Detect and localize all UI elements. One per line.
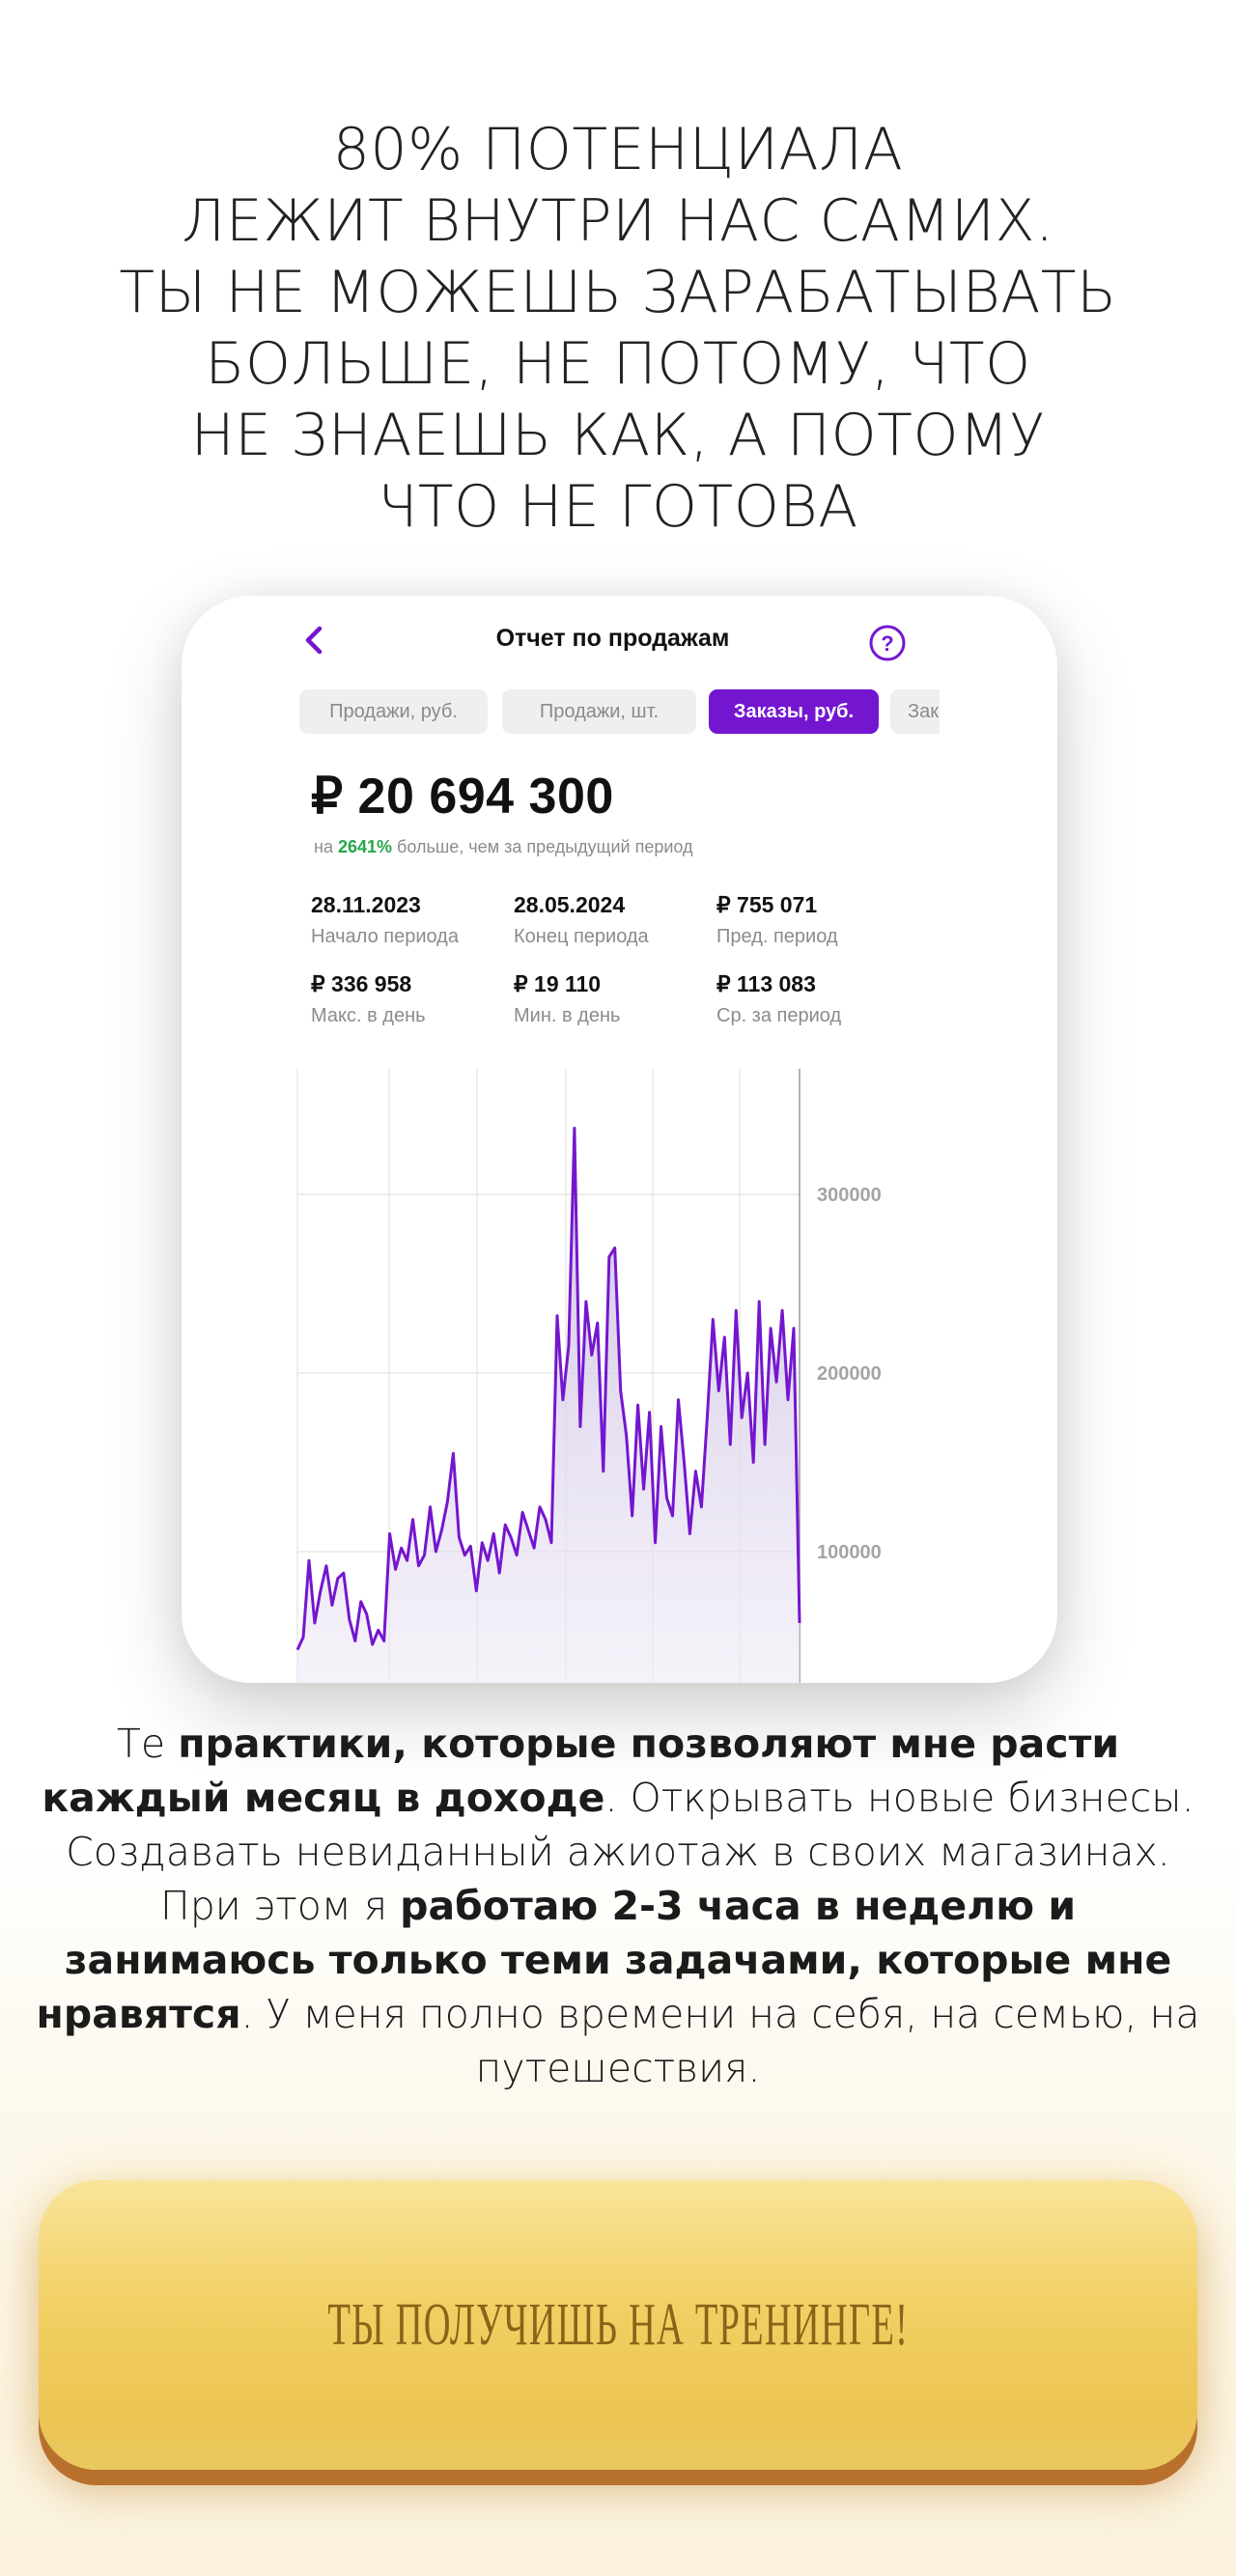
cta-button[interactable]: ТЫ ПОЛУЧИШЬ НА ТРЕНИНГЕ! [39,2180,1197,2470]
stat-average: ₽ 113 083 Ср. за период [716,971,841,1027]
tab-sales-pcs[interactable]: Продажи, шт. [502,689,696,734]
stat-label: Начало периода [311,926,459,947]
stat-value: ₽ 336 958 [311,971,412,996]
stat-value: ₽ 19 110 [514,971,602,996]
stat-period-start: 28.11.2023 Начало периода [311,892,459,948]
growth-percent: 2641% [337,837,393,856]
report-tabs: Продажи, руб. Продажи, шт. Заказы, руб. … [299,689,940,736]
chart-area-fill [297,1128,800,1683]
stat-label: Мин. в день [514,1005,621,1026]
y-tick-label: 100000 [817,1542,882,1563]
description-paragraph: Те практики, которые позволяют мне расти… [29,1717,1207,2095]
stat-label: Ср. за период [716,1005,842,1026]
help-question-icon[interactable]: ? [868,624,907,662]
back-chevron-icon[interactable] [295,621,334,659]
headline-line: ЧТО НЕ ГОТОВА [378,473,858,541]
svg-text:?: ? [881,631,893,656]
phone-screenshot-card: Отчет по продажам ? Продажи, руб. Продаж… [182,596,1057,1683]
total-amount: ₽ 20 694 300 [311,769,614,825]
headline-line: НЕ ЗНАЕШЬ КАК, А ПОТОМУ [190,402,1046,469]
stat-value: ₽ 755 071 [716,892,818,917]
orders-chart: 100000 200000 300000 [295,1069,882,1683]
comparison-suffix: больше, чем за предыдущий период [397,837,693,856]
headline-line: 80% ПОТЕНЦИАЛА [332,116,904,183]
body-text-run: . У меня полно времени на себя, на семью… [240,1991,1200,2091]
stat-value: 28.11.2023 [311,892,421,917]
y-tick-label: 300000 [817,1185,882,1206]
tab-orders-pcs[interactable]: Заказы, шт. [890,689,940,734]
headline: 80% ПОТЕНЦИАЛА ЛЕЖИТ ВНУТРИ НАС САМИХ. Т… [0,114,1236,543]
headline-line: ТЫ НЕ МОЖЕШЬ ЗАРАБАТЫВАТЬ [119,259,1117,326]
stat-max-per-day: ₽ 336 958 Макс. в день [311,971,426,1027]
stat-value: ₽ 113 083 [716,971,816,996]
tab-sales-rub[interactable]: Продажи, руб. [299,689,488,734]
stat-previous-period: ₽ 755 071 Пред. период [716,892,838,948]
stat-label: Пред. период [716,926,838,947]
body-text-run: . Открывать новые бизнесы. Создавать нев… [66,1775,1194,1929]
stat-period-end: 28.05.2024 Конец периода [514,892,649,948]
headline-line: ЛЕЖИТ ВНУТРИ НАС САМИХ. [182,187,1054,255]
y-tick-label: 200000 [817,1363,882,1385]
comparison-text: на 2641% больше, чем за предыдущий перио… [314,837,693,857]
chart-series-line [295,1127,801,1651]
headline-line: БОЛЬШЕ, НЕ ПОТОМУ, ЧТО [205,330,1031,398]
body-text-run: Те [116,1721,179,1767]
screen-title: Отчет по продажам [495,625,730,652]
comparison-prefix: на [314,837,333,856]
tab-orders-rub[interactable]: Заказы, руб. [709,689,879,734]
stat-label: Макс. в день [311,1005,426,1026]
stat-label: Конец периода [514,926,649,947]
stat-value: 28.05.2024 [514,892,626,917]
cta-label: ТЫ ПОЛУЧИШЬ НА ТРЕНИНГЕ! [327,2291,909,2358]
emphasis-text: работаю 2-3 часа в неделю и занимаюсь то… [36,1883,1172,2037]
sales-report-screen: Отчет по продажам ? Продажи, руб. Продаж… [286,596,940,1683]
emphasis-text: практики, которые позволяют мне расти ка… [42,1721,1120,1821]
stat-min-per-day: ₽ 19 110 Мин. в день [514,971,620,1027]
